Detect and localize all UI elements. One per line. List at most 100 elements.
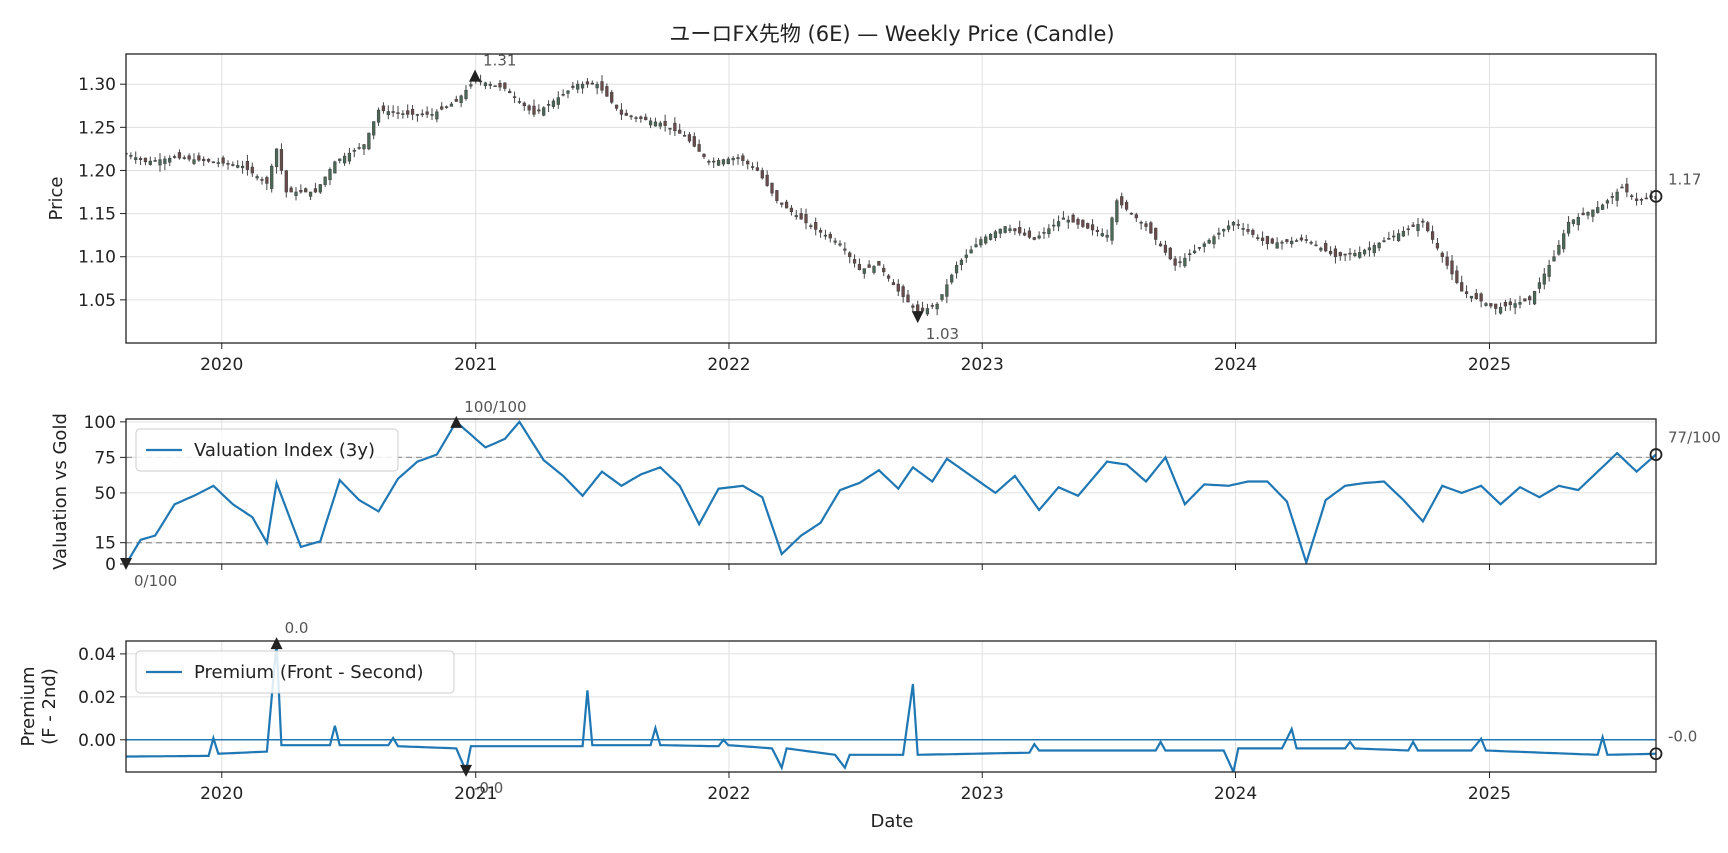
valuation-series-line bbox=[126, 419, 1656, 564]
candle-body bbox=[590, 82, 594, 85]
candle-body bbox=[1231, 221, 1236, 226]
candle-body bbox=[1275, 242, 1279, 249]
candle-body bbox=[1494, 303, 1498, 309]
valuation-panel: 015 50 75 100 Valuation vs Gold Valuation Ind… bbox=[50, 398, 1721, 590]
candle-body bbox=[308, 191, 313, 197]
candle-body bbox=[984, 236, 988, 244]
candle-body bbox=[823, 234, 828, 237]
price-panel: 2020 2021 2022 2023 2024 2025 1.05 1.10 1.15 1.20… bbox=[46, 52, 1701, 375]
candle-body bbox=[1290, 240, 1294, 245]
candle-body bbox=[925, 308, 930, 315]
candle-body bbox=[483, 82, 488, 87]
candle-body bbox=[347, 152, 352, 162]
candle-body bbox=[726, 158, 730, 164]
candle-body bbox=[372, 121, 376, 136]
candle-body bbox=[352, 150, 356, 152]
candle-body bbox=[527, 105, 531, 111]
candle-body bbox=[1455, 270, 1459, 283]
candle-body bbox=[1008, 228, 1012, 232]
x-tick-label: 2023 bbox=[961, 355, 1004, 375]
candle-body bbox=[964, 254, 968, 258]
candle-body bbox=[440, 106, 444, 110]
candle-body bbox=[988, 234, 993, 240]
candle-body bbox=[1192, 250, 1197, 254]
candle-body bbox=[780, 202, 784, 205]
candle-body bbox=[206, 158, 211, 162]
candle-body bbox=[1066, 219, 1070, 223]
candle-body bbox=[294, 191, 298, 196]
min-marker bbox=[120, 558, 132, 570]
candle-body bbox=[1304, 239, 1308, 241]
candle-body bbox=[299, 190, 303, 193]
candle-body bbox=[236, 165, 240, 168]
candle-body bbox=[731, 157, 735, 161]
candle-body bbox=[362, 144, 366, 150]
y-tick-label: 15 bbox=[94, 534, 116, 554]
candle-body bbox=[959, 259, 964, 266]
candle-body bbox=[1469, 295, 1474, 299]
candle-body bbox=[1552, 256, 1556, 262]
candle-body bbox=[313, 188, 318, 193]
candle-body bbox=[537, 109, 541, 112]
candle-body bbox=[1134, 214, 1138, 219]
candle-body bbox=[600, 81, 604, 91]
candle-body bbox=[945, 284, 949, 297]
candle-body bbox=[1226, 225, 1231, 230]
candle-body bbox=[1426, 222, 1430, 232]
candle-body bbox=[843, 248, 847, 251]
candle-body bbox=[318, 184, 322, 193]
candle-body bbox=[279, 149, 284, 171]
candle-body bbox=[1406, 228, 1410, 231]
candle-body bbox=[255, 176, 259, 179]
candle-body bbox=[639, 116, 643, 120]
candle-body bbox=[333, 161, 337, 174]
candle-body bbox=[561, 93, 565, 96]
candle-body bbox=[1285, 239, 1289, 242]
candle-body bbox=[1387, 238, 1391, 240]
candle-body bbox=[406, 110, 410, 115]
x-tick-label: 2024 bbox=[1214, 784, 1257, 804]
candle-body bbox=[1018, 227, 1022, 234]
candle-body bbox=[644, 116, 648, 121]
candle-body bbox=[1440, 252, 1444, 258]
candle-body bbox=[391, 111, 395, 113]
candle-body bbox=[1562, 233, 1566, 250]
candle-body bbox=[1246, 229, 1250, 232]
candle-body bbox=[512, 96, 517, 98]
candle-body bbox=[585, 81, 590, 85]
candle-body bbox=[1178, 261, 1182, 264]
x-axis-title: Date bbox=[870, 811, 913, 832]
candle-body bbox=[546, 104, 551, 106]
candle-body bbox=[1460, 282, 1464, 292]
candle-body bbox=[1022, 232, 1027, 236]
candle-body bbox=[1090, 224, 1095, 231]
min-marker bbox=[460, 764, 472, 777]
candle-body bbox=[226, 163, 230, 165]
y-tick-label: 1.30 bbox=[78, 75, 116, 95]
candle-body bbox=[1144, 223, 1148, 227]
series-group bbox=[126, 74, 1656, 319]
candle-body bbox=[1464, 291, 1469, 295]
candle-body bbox=[430, 114, 434, 116]
candle-body bbox=[658, 122, 662, 127]
candle-body bbox=[1353, 252, 1357, 256]
candle-body bbox=[1120, 196, 1124, 206]
candle-body bbox=[580, 83, 585, 89]
max-annotation: 1.31 bbox=[483, 52, 516, 70]
candle-body bbox=[532, 105, 536, 115]
candle-body bbox=[126, 152, 128, 155]
candle-body bbox=[1615, 191, 1619, 201]
candle-body bbox=[435, 111, 439, 120]
candle-body bbox=[736, 157, 740, 159]
legend: Premium (Front - Second) bbox=[135, 650, 455, 694]
candle-body bbox=[1474, 293, 1478, 299]
candle-body bbox=[692, 136, 696, 147]
series-group bbox=[126, 643, 1656, 772]
candle-body bbox=[211, 161, 216, 164]
x-tick-label: 2022 bbox=[707, 784, 750, 804]
candle-body bbox=[1270, 238, 1274, 244]
candle-body bbox=[260, 179, 264, 181]
candle-body bbox=[1217, 232, 1221, 235]
candle-body bbox=[1086, 223, 1090, 229]
